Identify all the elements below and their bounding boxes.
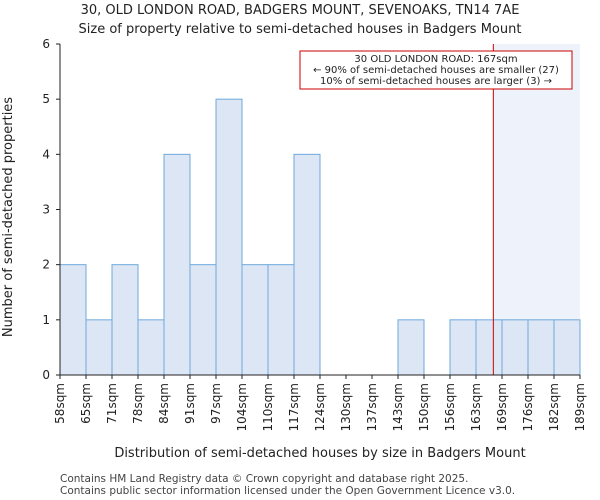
x-tick-label: 163sqm [469,383,483,431]
x-tick-label: 182sqm [547,383,561,431]
annotation-box: 30 OLD LONDON ROAD: 167sqm ← 90% of semi… [299,50,573,90]
chart-title-line1: 30, OLD LONDON ROAD, BADGERS MOUNT, SEVE… [81,3,520,18]
chart: 30, OLD LONDON ROAD, BADGERS MOUNT, SEVE… [1,3,587,461]
y-tick-label: 4 [42,147,50,161]
bar-117sqm [293,153,321,376]
bar-65sqm [85,319,113,376]
x-tick-label: 91sqm [183,383,197,424]
x-tick-label: 143sqm [391,383,405,431]
bar-163sqm [475,319,503,376]
bar-71sqm [111,264,139,376]
bar-182sqm [553,319,581,376]
x-tick-label: 137sqm [365,383,379,431]
x-tick-label: 104sqm [235,383,249,431]
bar-97sqm [215,98,243,376]
y-tick-label: 3 [42,203,50,217]
x-tick-label: 189sqm [573,383,587,431]
x-tick-label: 78sqm [131,383,145,424]
y-axis-label: Number of semi-detached properties [1,97,16,337]
y-tick-label: 2 [42,258,50,272]
x-tick-label: 84sqm [157,383,171,424]
y-tick-label: 5 [42,92,50,106]
annotation-line1: 30 OLD LONDON ROAD: 167sqm [354,54,517,65]
x-tick-label: 130sqm [339,383,353,431]
bar-143sqm [397,319,425,376]
bar-58sqm [59,264,87,376]
x-tick-label: 176sqm [521,383,535,431]
x-tick-label: 156sqm [443,383,457,431]
y-tick-label: 1 [42,313,50,327]
chart-title-line2: Size of property relative to semi-detach… [79,22,522,37]
annotation-line2: ← 90% of semi-detached houses are smalle… [313,65,559,76]
x-tick-label: 97sqm [209,383,223,424]
bar-156sqm [449,319,477,376]
footer-line1: Contains HM Land Registry data © Crown c… [60,473,469,485]
bar-169sqm [501,319,529,376]
x-tick-label: 169sqm [495,383,509,431]
y-tick-label: 0 [42,368,50,382]
x-tick-label: 150sqm [417,383,431,431]
x-tick-label: 58sqm [53,383,67,424]
x-tick-label: 117sqm [287,383,301,431]
footer-line2: Contains public sector information licen… [60,485,516,497]
x-tick-label: 71sqm [105,383,119,424]
x-tick-label: 65sqm [79,383,93,424]
bar-78sqm [137,319,165,376]
bar-110sqm [267,264,295,376]
annotation-line3: 10% of semi-detached houses are larger (… [320,76,552,87]
bar-84sqm [163,153,191,376]
x-axis-label: Distribution of semi-detached houses by … [114,446,525,461]
bar-104sqm [241,264,269,376]
bar-91sqm [189,264,217,376]
bar-176sqm [527,319,555,376]
x-tick-label: 124sqm [313,383,327,431]
y-tick-label: 6 [42,37,50,51]
x-tick-label: 110sqm [261,383,275,431]
